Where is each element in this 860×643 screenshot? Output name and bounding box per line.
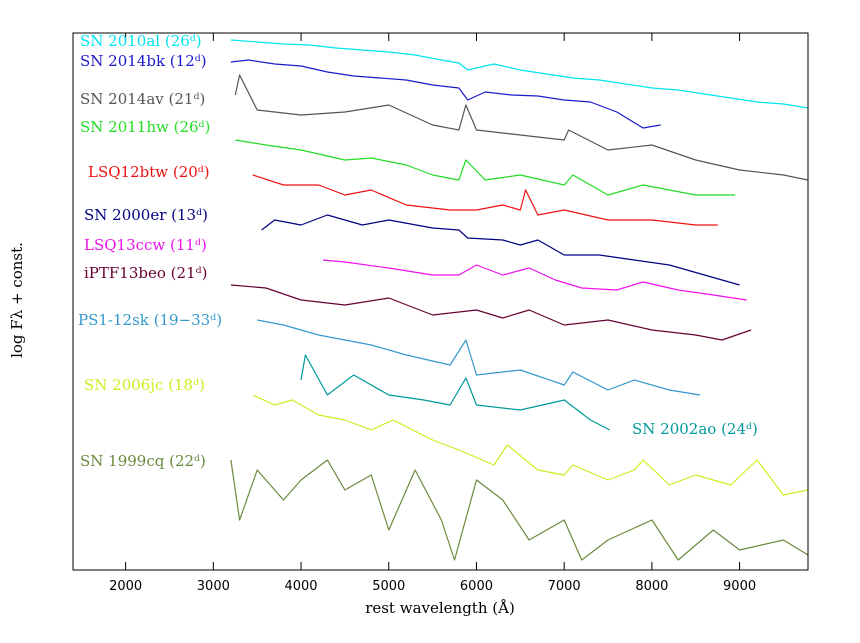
x-tick-label: 6000 xyxy=(460,579,493,594)
spectrum-line xyxy=(300,354,611,431)
spectrum-line xyxy=(322,259,747,301)
series-label: PS1-12sk (19−33ᵈ) xyxy=(78,311,222,329)
series-label: SN 2000er (13ᵈ) xyxy=(84,206,208,224)
series-label: LSQ12btw (20ᵈ) xyxy=(88,163,210,181)
spectrum-line xyxy=(230,59,661,129)
series-label: SN 2014bk (12ᵈ) xyxy=(80,52,207,70)
spectrum-line xyxy=(252,174,718,226)
spectrum-line xyxy=(230,39,808,109)
spectrum-line xyxy=(257,319,701,396)
series-label: SN 2011hw (26ᵈ) xyxy=(80,118,210,136)
series-label: SN 1999cq (22ᵈ) xyxy=(80,452,206,470)
x-tick-label: 5000 xyxy=(372,579,405,594)
x-tick-label: 8000 xyxy=(635,579,668,594)
spectrum-line xyxy=(261,214,740,286)
x-tick-label: 9000 xyxy=(723,579,756,594)
x-tick-label: 3000 xyxy=(197,579,230,594)
series-label: SN 2006jc (18ᵈ) xyxy=(84,376,205,394)
x-axis-label: rest wavelength (Å) xyxy=(365,599,515,617)
series-label: SN 2014av (21ᵈ) xyxy=(80,90,205,108)
x-tick-label: 2000 xyxy=(109,579,142,594)
axes-frame xyxy=(72,32,809,571)
spectrum-line xyxy=(230,284,752,341)
spectrum-line xyxy=(234,74,808,181)
spectrum-line xyxy=(235,139,736,196)
plot-area xyxy=(230,39,808,561)
spectrum-line xyxy=(230,459,808,561)
series-label: iPTF13beo (21ᵈ) xyxy=(84,264,207,282)
spectrum-line xyxy=(252,394,808,496)
series-label: LSQ13ccw (11ᵈ) xyxy=(84,236,207,254)
series-label: SN 2010al (26ᵈ) xyxy=(80,32,202,50)
series-label: SN 2002ao (24ᵈ) xyxy=(632,420,758,438)
y-axis-label: log Fλ + const. xyxy=(8,242,26,358)
x-tick-label: 7000 xyxy=(548,579,581,594)
x-tick-label: 4000 xyxy=(284,579,317,594)
